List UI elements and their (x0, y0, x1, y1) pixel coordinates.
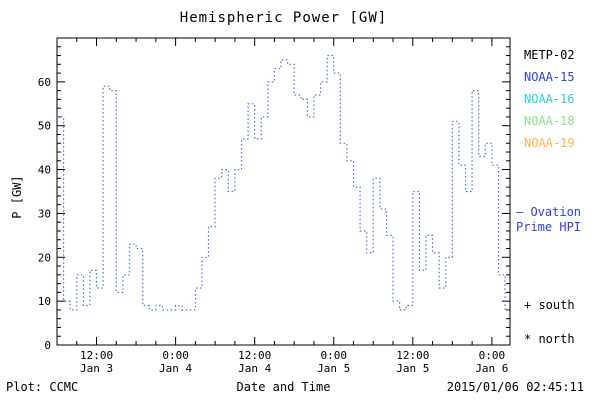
svg-text:60: 60 (38, 76, 51, 89)
svg-text:Jan 5: Jan 5 (396, 362, 429, 375)
south-marker-label: + south (524, 298, 575, 312)
legend-item-metp02: METP-02 (524, 48, 575, 62)
svg-text:10: 10 (38, 295, 51, 308)
svg-text:0: 0 (44, 339, 51, 352)
svg-text:12:00: 12:00 (396, 349, 429, 362)
svg-text:0:00: 0:00 (162, 349, 189, 362)
svg-text:30: 30 (38, 207, 51, 220)
svg-text:12:00: 12:00 (80, 349, 113, 362)
svg-text:12:00: 12:00 (238, 349, 271, 362)
north-marker-label: * north (524, 332, 575, 346)
x-axis-label: Date and Time (236, 380, 331, 394)
ovation-prime-note: — Ovation Prime HPI (516, 205, 581, 235)
legend-item-noaa16: NOAA-16 (524, 92, 575, 106)
svg-text:Jan 3: Jan 3 (80, 362, 113, 375)
svg-text:0:00: 0:00 (479, 349, 506, 362)
svg-text:40: 40 (38, 164, 51, 177)
svg-text:50: 50 (38, 120, 51, 133)
legend-item-noaa15: NOAA-15 (524, 70, 575, 84)
plot-timestamp: 2015/01/06 02:45:11 (446, 380, 584, 394)
legend-item-noaa19: NOAA-19 (524, 136, 575, 150)
ovation-note-line1: — Ovation (516, 205, 582, 219)
svg-text:Jan 4: Jan 4 (238, 362, 271, 375)
chart-title: Hemispheric Power [GW] (179, 10, 388, 26)
svg-text:Jan 4: Jan 4 (159, 362, 192, 375)
ovation-note-line2: Prime HPI (516, 220, 582, 234)
svg-text:Jan 5: Jan 5 (317, 362, 350, 375)
satellite-legend: METP-02 NOAA-15 NOAA-16 NOAA-18 NOAA-19 (524, 44, 575, 154)
svg-text:20: 20 (38, 251, 51, 264)
svg-text:0:00: 0:00 (320, 349, 347, 362)
plot-source-label: Plot: CCMC (6, 380, 79, 394)
legend-item-noaa18: NOAA-18 (524, 114, 575, 128)
svg-text:Jan 6: Jan 6 (475, 362, 508, 375)
